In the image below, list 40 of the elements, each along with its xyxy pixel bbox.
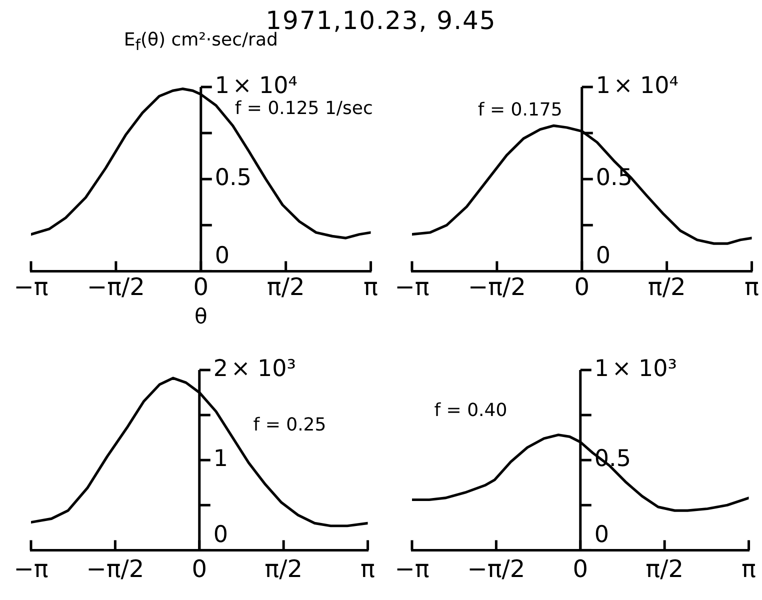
y-tick-label: 2 [213,356,228,382]
x-tick-label: π [744,272,759,301]
y-tick-label: 1 [594,356,610,382]
y-axis-title: E$_{f}$(θ) cm²·sec/rad [124,29,278,54]
x-tick-label: −π [14,554,48,583]
y-tick-label: 0 [594,522,610,548]
x-tick-label: π [742,554,756,583]
annotation: f = 0.125 1/sec [234,98,373,119]
x-tick-label: 0 [193,272,209,301]
annotation: f = 0.25 [253,414,326,436]
x-tick-label: π [360,554,375,583]
x-tick-label: −π/2 [468,272,526,301]
x-tick-label: −π [394,272,430,301]
x-tick-label: 0 [192,554,208,583]
annotation: f = 0.175 [478,100,562,121]
x-tick-label: π/2 [266,272,305,301]
y-tick-label: 0 [213,522,228,548]
y-tick-label: 1 [214,72,230,99]
x-axis-title: θ [194,304,208,329]
x-tick-label: −π/2 [86,272,145,301]
annotation: × 10³ [612,356,678,382]
x-tick-label: π/2 [646,554,684,583]
y-tick-label: 1 [596,72,611,99]
y-tick-label: 1 [213,446,228,472]
x-tick-label: π/2 [648,272,686,301]
x-tick-label: −π/2 [467,554,526,583]
x-tick-label: π [364,272,378,301]
x-tick-label: −π [394,554,430,583]
annotation: × 10³ [230,356,296,382]
annotation: f = 0.40 [434,400,508,421]
y-tick-label: 0.5 [214,165,252,192]
annotation: × 10⁴ [232,72,298,99]
x-tick-label: −π [14,272,48,301]
y-tick-label: 0 [214,243,230,270]
x-tick-label: −π/2 [86,554,144,583]
x-tick-label: 0 [574,272,590,301]
x-tick-label: π/2 [264,554,302,583]
annotation: × 10⁴ [613,72,679,99]
y-tick-label: 0 [596,243,611,270]
x-tick-label: 0 [572,554,588,583]
